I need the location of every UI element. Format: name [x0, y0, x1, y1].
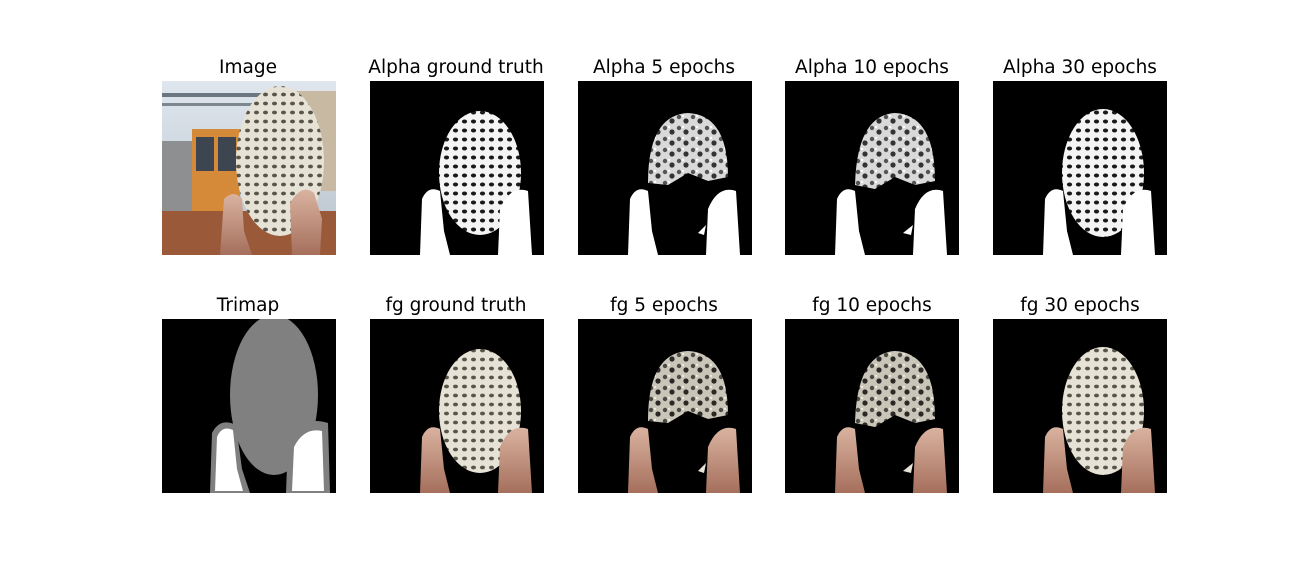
panel-title-alpha-30-epochs: Alpha 30 epochs: [1003, 57, 1157, 78]
panel-title-fg-30-epochs: fg 30 epochs: [1020, 295, 1140, 316]
panel-title-fg-ground-truth: fg ground truth: [385, 295, 527, 316]
panel-fg-30-epochs: [993, 319, 1167, 493]
panel-alpha-ground-truth: [370, 81, 544, 255]
panel-alpha-5-epochs: [578, 81, 752, 255]
panel-trimap: [162, 319, 336, 493]
panel-alpha-10-epochs: [785, 81, 959, 255]
alpha-10-epochs-matte: [785, 81, 959, 255]
alpha-30-epochs-matte: [993, 81, 1167, 255]
panel-image: [162, 81, 336, 255]
panel-title-fg-10-epochs: fg 10 epochs: [812, 295, 932, 316]
panel-title-image: Image: [219, 57, 277, 78]
fg-5-epochs-image: [578, 319, 752, 493]
panel-title-alpha-ground-truth: Alpha ground truth: [368, 57, 544, 78]
panel-alpha-30-epochs: [993, 81, 1167, 255]
input-image: [162, 81, 336, 255]
alpha-5-epochs-matte: [578, 81, 752, 255]
panel-title-alpha-10-epochs: Alpha 10 epochs: [795, 57, 949, 78]
panel-title-fg-5-epochs: fg 5 epochs: [610, 295, 718, 316]
fg-10-epochs-image: [785, 319, 959, 493]
panel-fg-5-epochs: [578, 319, 752, 493]
panel-fg-ground-truth: [370, 319, 544, 493]
panel-fg-10-epochs: [785, 319, 959, 493]
alpha-ground-truth-matte: [370, 81, 544, 255]
fg-30-epochs-image: [993, 319, 1167, 493]
trimap-mask: [162, 319, 336, 493]
panel-title-trimap: Trimap: [216, 295, 280, 316]
panel-title-alpha-5-epochs: Alpha 5 epochs: [592, 57, 736, 78]
fg-ground-truth-image: [370, 319, 544, 493]
